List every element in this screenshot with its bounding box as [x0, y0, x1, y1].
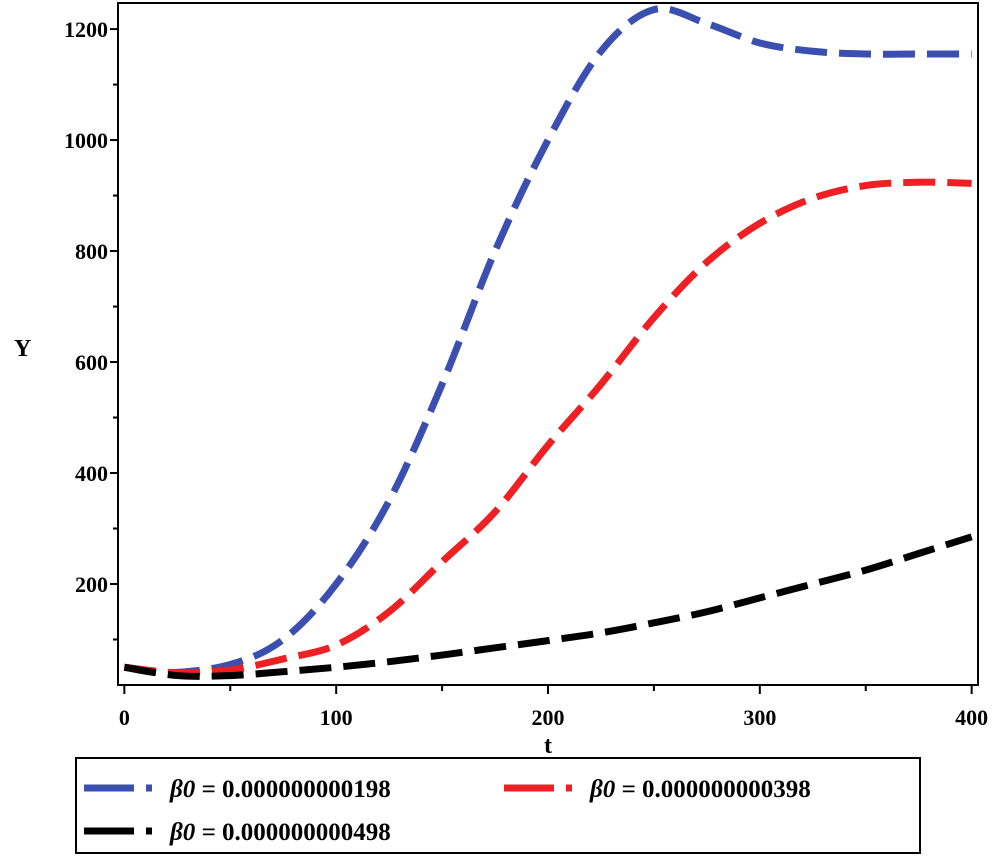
x-tick-label: 400: [955, 705, 988, 730]
series-line-1: [123, 5, 972, 677]
legend-value: = 0.000000000398: [622, 776, 811, 803]
x-tick-label: 100: [320, 705, 353, 730]
legend-value: = 0.000000000498: [202, 819, 391, 846]
y-tick-label: 1200: [64, 17, 108, 42]
legend-box: [75, 757, 921, 854]
legend: β0 = 0.000000000198 β0 = 0.000000000398 …: [75, 757, 921, 854]
series-line-2: [123, 178, 972, 677]
y-tick-label: 800: [75, 239, 108, 264]
x-tick-label: 200: [532, 705, 565, 730]
y-tick-label: 600: [75, 350, 108, 375]
series-line-3: [123, 533, 973, 680]
y-tick-label: 200: [75, 572, 108, 597]
plot-area: 200 400 600 800 1000 1200 0 100 200 300 400: [64, 2, 988, 730]
legend-symbol: β0: [169, 819, 196, 846]
x-tick-label: 300: [743, 705, 776, 730]
legend-label: β0 = 0.000000000198: [169, 776, 391, 803]
legend-value: = 0.000000000198: [202, 776, 391, 803]
y-axis-label: Y: [14, 336, 31, 362]
legend-item-1: β0 = 0.000000000198: [84, 776, 391, 803]
x-tick-label: 0: [119, 705, 130, 730]
legend-symbol: β0: [589, 776, 616, 803]
legend-item-2: β0 = 0.000000000398: [504, 776, 811, 803]
y-tick-label: 1000: [64, 128, 108, 153]
legend-symbol: β0: [169, 776, 196, 803]
x-axis-label: t: [544, 733, 552, 759]
legend-item-3: β0 = 0.000000000498: [84, 819, 391, 846]
legend-label: β0 = 0.000000000498: [169, 819, 391, 846]
legend-label: β0 = 0.000000000398: [589, 776, 811, 803]
plot-frame: [117, 2, 979, 686]
y-tick-label: 400: [75, 461, 108, 486]
